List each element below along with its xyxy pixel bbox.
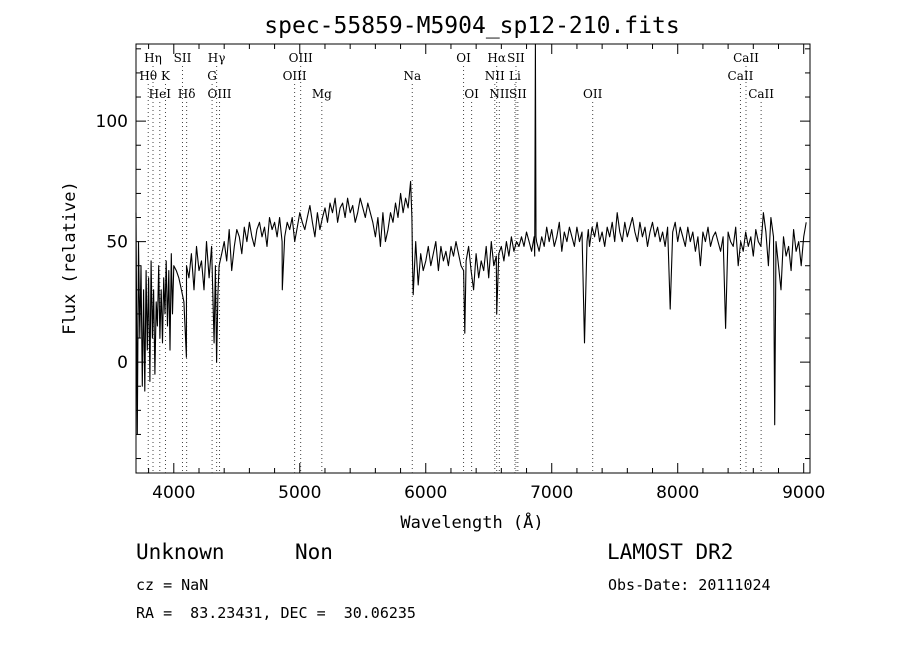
line-marker-label: SII: [509, 87, 527, 101]
line-marker-label: Li: [509, 69, 521, 83]
x-tick-label: 6000: [404, 483, 447, 503]
survey-label: LAMOST DR2: [607, 540, 734, 564]
x-tick-label: 8000: [656, 483, 699, 503]
line-marker-label: Hθ: [139, 69, 157, 83]
line-marker-label: NII: [489, 87, 509, 101]
x-tick-label: 9000: [782, 483, 825, 503]
spectrum-line: [135, 43, 807, 435]
coordinates-label: RA = 83.23431, DEC = 30.06235: [136, 604, 416, 622]
line-marker-label: CaII: [748, 87, 774, 101]
line-marker-label: SII: [174, 51, 192, 65]
obs-date-label: Obs-Date: 20111024: [608, 576, 771, 594]
line-marker-label: Na: [403, 69, 421, 83]
y-tick-labels: 0 50 100: [96, 112, 128, 373]
y-tick-label: 100: [96, 112, 128, 132]
line-marker-label: OI: [456, 51, 471, 65]
y-axis-label: Flux (relative): [60, 181, 80, 335]
line-marker-label: Hγ: [208, 51, 226, 65]
y-tick-label: 0: [117, 353, 128, 373]
line-marker-label: OIII: [207, 87, 231, 101]
classification-label: Unknown: [136, 540, 225, 564]
line-marker-label: G: [207, 69, 217, 83]
line-marker-label: OII: [583, 87, 603, 101]
x-tick-label: 7000: [530, 483, 573, 503]
line-marker-label: CaII: [728, 69, 754, 83]
x-tick-label: 5000: [278, 483, 321, 503]
line-marker-label: Hα: [487, 51, 506, 65]
axis-ticks: [136, 44, 810, 473]
chart-title: spec-55859-M5904_sp12-210.fits: [264, 13, 679, 39]
line-marker-label: CaII: [733, 51, 759, 65]
line-marker-label: OI: [464, 87, 479, 101]
x-axis-label: Wavelength (Å): [400, 511, 543, 533]
line-marker-label: Hη: [144, 51, 162, 65]
line-marker-label: OIII: [283, 69, 307, 83]
y-tick-label: 50: [106, 233, 128, 253]
redshift-label: cz = NaN: [136, 576, 209, 594]
line-marker-label: HeI: [149, 87, 172, 101]
subclass-label: Non: [295, 540, 333, 564]
line-marker-label: NII: [485, 69, 505, 83]
plot-frame: [135, 43, 811, 474]
line-marker-label: Hδ: [178, 87, 196, 101]
line-marker-label: OIII: [289, 51, 313, 65]
x-tick-label: 4000: [152, 483, 195, 503]
line-marker-label: SII: [507, 51, 525, 65]
line-marker-label: Mg: [312, 87, 332, 101]
line-marker-label: K: [161, 69, 171, 83]
x-tick-labels: 4000 5000 6000 7000 8000 9000: [152, 483, 825, 503]
